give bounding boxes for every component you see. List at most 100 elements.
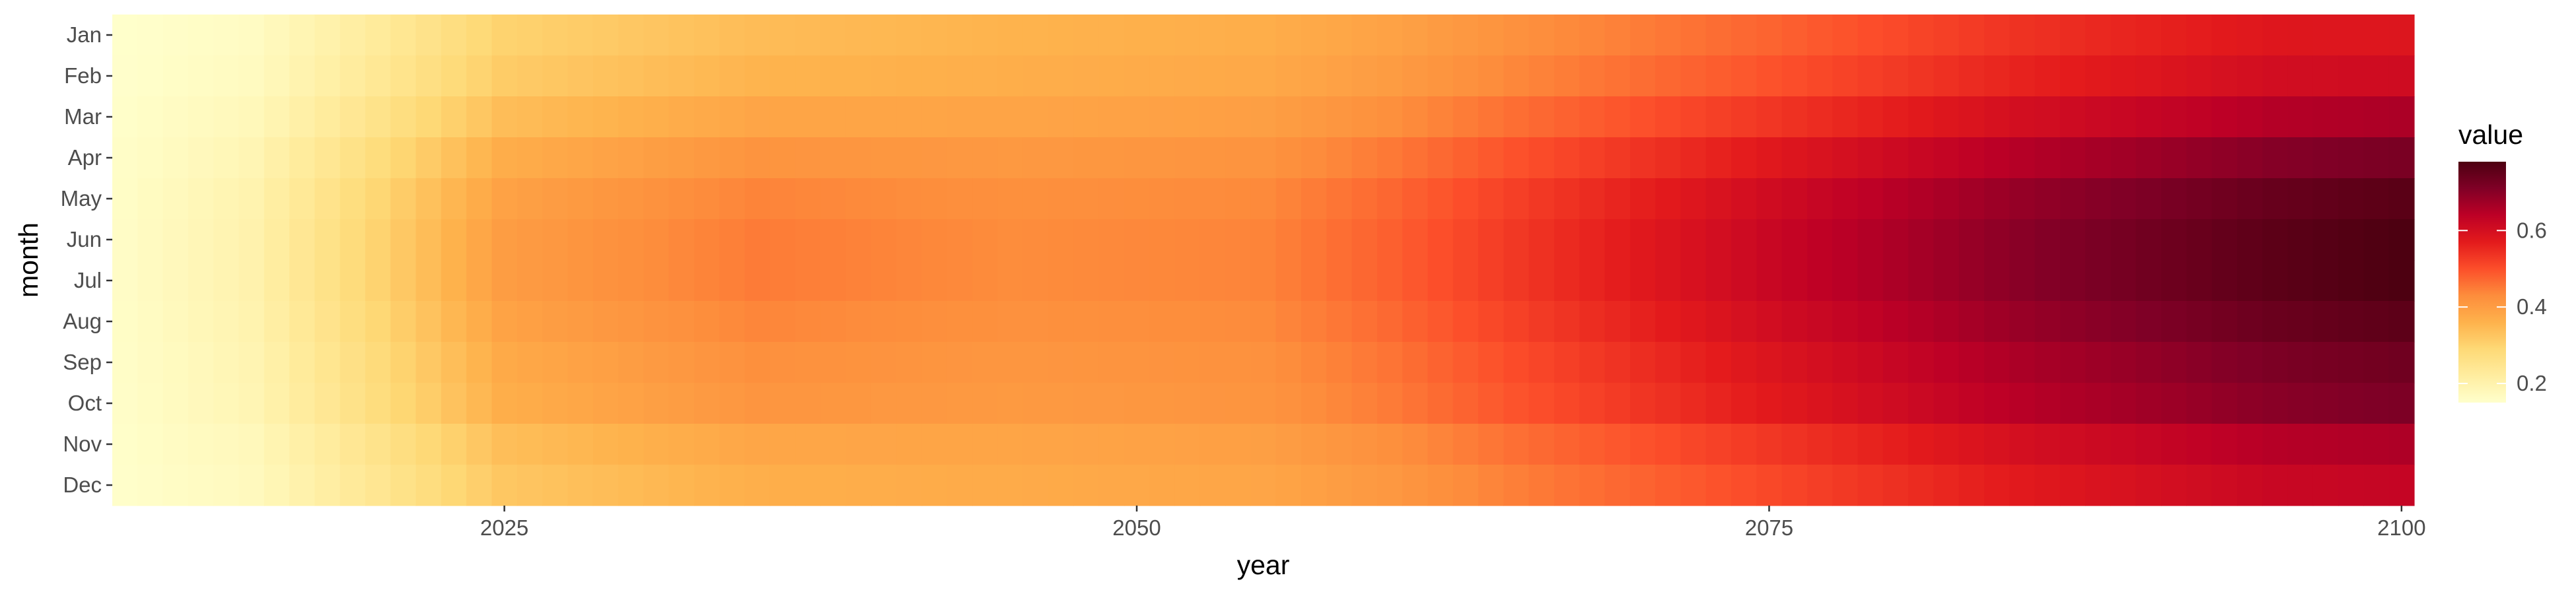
heatmap-cell bbox=[188, 55, 214, 97]
heatmap-cell bbox=[643, 260, 670, 302]
heatmap-cell bbox=[238, 260, 265, 302]
heatmap-cell bbox=[592, 15, 619, 56]
heatmap-cell bbox=[365, 55, 391, 97]
heatmap-cell bbox=[1579, 424, 1606, 465]
heatmap-cell bbox=[567, 55, 594, 97]
heatmap-cell bbox=[820, 96, 847, 138]
heatmap-cell bbox=[340, 55, 366, 97]
heatmap-cell bbox=[2059, 15, 2086, 56]
heatmap-cell bbox=[1250, 465, 1277, 506]
heatmap-cell bbox=[668, 465, 695, 506]
heatmap-cell bbox=[668, 424, 695, 465]
heatmap-cell bbox=[1225, 301, 1251, 343]
heatmap-cell bbox=[1807, 424, 1833, 465]
heatmap-cell bbox=[2034, 219, 2061, 261]
heatmap-cell bbox=[2161, 424, 2187, 465]
heatmap-cell bbox=[1452, 342, 1479, 383]
heatmap-cell bbox=[2009, 383, 2036, 424]
heatmap-cell bbox=[390, 55, 417, 97]
heatmap-cell bbox=[618, 424, 644, 465]
heatmap-cell bbox=[137, 15, 164, 56]
heatmap-cell bbox=[896, 55, 923, 97]
x-axis-title: year bbox=[1237, 550, 1290, 580]
heatmap-cell bbox=[820, 178, 847, 220]
heatmap-cell bbox=[2085, 465, 2112, 506]
heatmap-cell bbox=[1807, 342, 1833, 383]
heatmap-cell bbox=[921, 424, 948, 465]
heatmap-cell bbox=[1427, 424, 1454, 465]
heatmap-cell bbox=[1528, 219, 1555, 261]
heatmap-cell bbox=[112, 15, 138, 56]
heatmap-cell bbox=[1149, 55, 1176, 97]
heatmap-cell bbox=[1073, 55, 1100, 97]
heatmap-cell bbox=[2135, 260, 2162, 302]
heatmap-cell bbox=[1857, 301, 1884, 343]
heatmap-cell bbox=[947, 424, 973, 465]
heatmap-cell bbox=[1149, 342, 1176, 383]
heatmap-cell bbox=[2110, 15, 2137, 56]
heatmap-cell bbox=[1275, 219, 1302, 261]
heatmap-cell bbox=[1958, 55, 1985, 97]
heatmap-cell bbox=[1731, 137, 1757, 179]
heatmap-cell bbox=[1908, 178, 1934, 220]
heatmap-cell bbox=[845, 55, 872, 97]
heatmap-cell bbox=[1174, 342, 1201, 383]
heatmap-cell bbox=[567, 260, 594, 302]
heatmap-cell bbox=[1452, 15, 1479, 56]
heatmap-cell bbox=[2034, 55, 2061, 97]
heatmap-cell bbox=[1933, 55, 1960, 97]
heatmap-cell bbox=[1503, 96, 1530, 138]
heatmap-cell bbox=[1427, 342, 1454, 383]
heatmap-cell bbox=[517, 383, 543, 424]
heatmap-cell bbox=[1098, 301, 1125, 343]
heatmap-cell bbox=[1427, 178, 1454, 220]
heatmap-cell bbox=[2085, 55, 2112, 97]
heatmap-cell bbox=[921, 96, 948, 138]
heatmap-cell bbox=[517, 301, 543, 343]
heatmap-cell bbox=[2312, 260, 2339, 302]
heatmap-cell bbox=[162, 260, 189, 302]
heatmap-cell bbox=[1503, 55, 1530, 97]
heatmap-cell bbox=[517, 15, 543, 56]
heatmap-cell bbox=[1225, 55, 1251, 97]
y-tick-label: Apr bbox=[68, 145, 102, 170]
heatmap-cell bbox=[238, 137, 265, 179]
heatmap-cell bbox=[415, 55, 442, 97]
heatmap-cell bbox=[567, 424, 594, 465]
heatmap-cell bbox=[1579, 383, 1606, 424]
heatmap-cell bbox=[1807, 15, 1833, 56]
heatmap-cell bbox=[1781, 424, 1808, 465]
heatmap-cell bbox=[2363, 219, 2390, 261]
heatmap-cell bbox=[1958, 424, 1985, 465]
heatmap-cell bbox=[1554, 301, 1580, 343]
heatmap-cell bbox=[1781, 342, 1808, 383]
heatmap-cell bbox=[2110, 342, 2137, 383]
heatmap-cell bbox=[1908, 96, 1934, 138]
heatmap-cell bbox=[1124, 55, 1150, 97]
heatmap-cell bbox=[1958, 219, 1985, 261]
heatmap-cell bbox=[997, 178, 1024, 220]
heatmap-cell bbox=[2034, 96, 2061, 138]
heatmap-cell bbox=[1199, 383, 1226, 424]
legend-colorbar bbox=[2458, 162, 2506, 403]
heatmap-cell bbox=[871, 260, 897, 302]
heatmap-cell bbox=[719, 137, 746, 179]
heatmap-cell bbox=[719, 96, 746, 138]
heatmap-cell bbox=[213, 15, 240, 56]
heatmap-cell bbox=[1199, 465, 1226, 506]
heatmap-cell bbox=[2034, 383, 2061, 424]
heatmap-cell bbox=[972, 301, 998, 343]
heatmap-cell bbox=[769, 219, 796, 261]
heatmap-cell bbox=[2262, 137, 2289, 179]
y-tick-label: Mar bbox=[64, 104, 102, 129]
heatmap-cell bbox=[1629, 342, 1656, 383]
heatmap-cell bbox=[2085, 301, 2112, 343]
heatmap-cell bbox=[694, 301, 720, 343]
heatmap-cell bbox=[2363, 137, 2390, 179]
heatmap-cell bbox=[1882, 96, 1909, 138]
heatmap-cell bbox=[921, 137, 948, 179]
heatmap-cell bbox=[1554, 465, 1580, 506]
heatmap-cell bbox=[1048, 178, 1074, 220]
heatmap-cell bbox=[2085, 96, 2112, 138]
heatmap-cell bbox=[921, 383, 948, 424]
